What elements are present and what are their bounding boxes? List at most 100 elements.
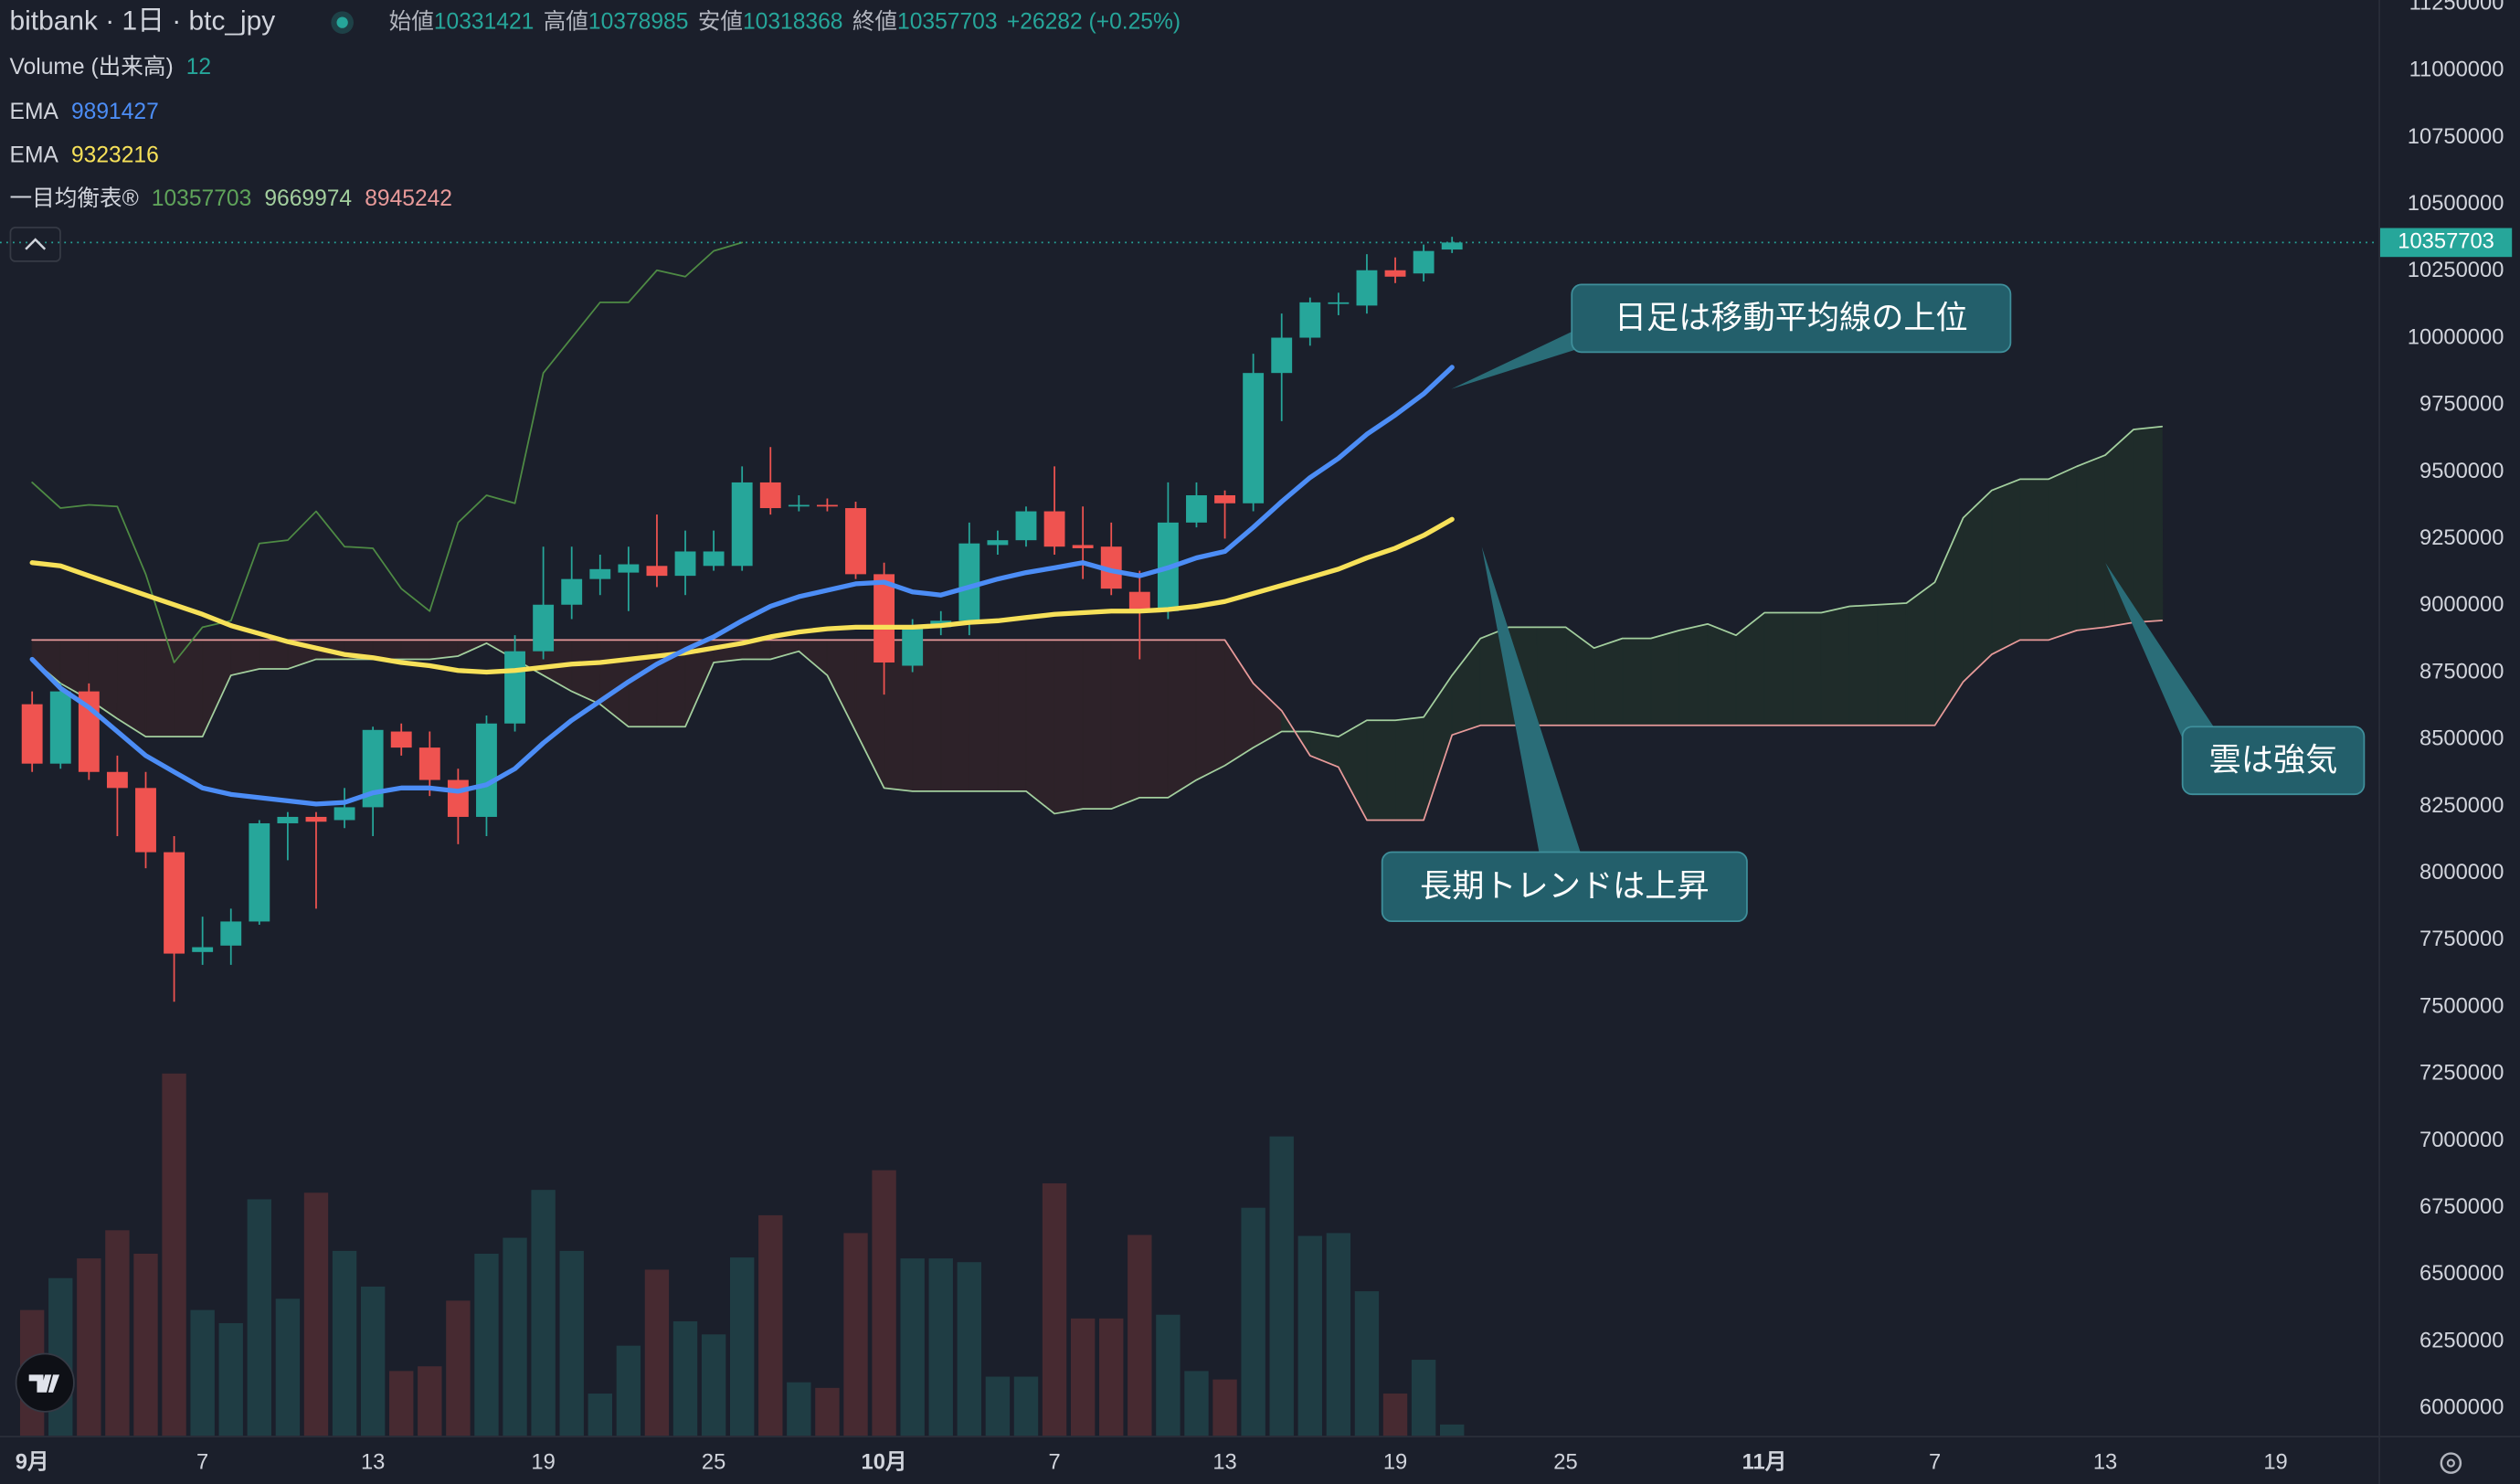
- candle-body: [1356, 270, 1378, 306]
- volume-bar: [1013, 1376, 1039, 1436]
- volume-bar: [1212, 1379, 1237, 1436]
- ohlc-legend: 始値10331421 高値10378985 安値10318368 終値10357…: [389, 8, 1181, 34]
- cloud-fill: [2019, 478, 2049, 641]
- volume-bar: [1354, 1291, 1380, 1436]
- x-tick-label: 19: [1383, 1450, 1407, 1474]
- volume-bar: [1128, 1235, 1152, 1436]
- cloud-fill: [2104, 428, 2135, 628]
- candle-body: [731, 482, 753, 567]
- collapse-icon: [25, 238, 47, 250]
- legend-name: Volume (出来高): [10, 53, 174, 79]
- candle-body: [106, 771, 128, 789]
- volume-bar: [446, 1300, 471, 1436]
- cloud-fill: [1963, 489, 1993, 684]
- volume-bar: [787, 1382, 811, 1436]
- volume-bar: [1411, 1360, 1436, 1436]
- cloud-fill: [997, 639, 1028, 792]
- ohlc-label: 終値: [852, 8, 897, 34]
- volume-bar: [672, 1320, 698, 1436]
- volume-bar: [360, 1286, 386, 1436]
- legend-value: 10357703: [152, 186, 251, 211]
- legend-name: EMA: [10, 143, 59, 167]
- volume-bar: [928, 1258, 953, 1436]
- legend-row: 一目均衡表® 10357703 9669974 8945242: [10, 186, 452, 211]
- legend-value: 9323216: [71, 143, 159, 167]
- x-tick-label: 7: [1929, 1450, 1941, 1474]
- lagging-line: [31, 241, 744, 663]
- y-tick-label: 6000000: [2419, 1396, 2504, 1420]
- volume-bar: [503, 1237, 527, 1436]
- candle-body: [958, 543, 980, 621]
- y-tick-label: 10500000: [2408, 192, 2504, 216]
- cloud-fill: [2133, 426, 2164, 623]
- ohlc-label: 安値: [698, 8, 743, 34]
- ohlc-label: 高値: [544, 8, 588, 34]
- cloud-fill: [1110, 639, 1141, 810]
- ema-line: [29, 365, 1455, 807]
- x-tick-label: 13: [361, 1450, 385, 1474]
- candle-body: [1043, 511, 1065, 547]
- y-tick-label: 9000000: [2419, 593, 2504, 617]
- volume-bar: [758, 1214, 783, 1436]
- cloud-fill: [1820, 605, 1851, 726]
- x-tick-label: 19: [2263, 1450, 2287, 1474]
- candle-body: [1243, 373, 1265, 504]
- y-tick-label: 7500000: [2419, 994, 2504, 1018]
- volume-bar: [843, 1233, 868, 1436]
- volume-bar: [985, 1376, 1011, 1436]
- volume-bar: [105, 1230, 130, 1436]
- volume-bar: [1269, 1136, 1294, 1436]
- x-tick-label: 7: [1048, 1450, 1060, 1474]
- volume-bar: [1099, 1318, 1124, 1436]
- candle-body: [674, 551, 696, 577]
- cloud-fill: [1792, 612, 1823, 726]
- candle-body: [1299, 302, 1321, 338]
- ohlc-value: 10318368: [743, 9, 842, 34]
- candle-body: [476, 723, 497, 817]
- candle-body: [277, 816, 299, 823]
- collapse-button[interactable]: [9, 227, 61, 262]
- change: +26282 (+0.25%): [1007, 9, 1181, 34]
- candle-body: [1384, 270, 1406, 277]
- candle-body: [703, 551, 725, 567]
- candle-body: [334, 807, 355, 821]
- cloud-fill: [1594, 637, 1624, 726]
- volume-bar: [218, 1322, 243, 1436]
- cloud-fill: [1195, 639, 1226, 781]
- candle-body: [220, 921, 242, 946]
- candle-body: [447, 779, 469, 817]
- price-badge: [2379, 228, 2513, 258]
- legend-value: 12: [186, 54, 211, 79]
- candle-body: [49, 691, 71, 764]
- callout-pointer: [1451, 326, 1583, 389]
- legend-row: EMA 9323216: [10, 143, 159, 167]
- y-tick-label: 7750000: [2419, 928, 2504, 951]
- settings-button[interactable]: [2440, 1452, 2462, 1474]
- candle-body: [418, 747, 440, 780]
- volume-bar: [332, 1250, 357, 1436]
- y-tick-label: 10250000: [2408, 259, 2504, 282]
- x-tick-label: 11月: [1742, 1450, 1787, 1474]
- volume-bar: [729, 1257, 755, 1436]
- volume-bar: [1241, 1207, 1265, 1436]
- status-dot: [336, 16, 348, 28]
- y-tick-label: 7250000: [2419, 1062, 2504, 1086]
- cloud-fill: [1678, 623, 1709, 726]
- volume-bar: [1297, 1235, 1322, 1436]
- legend-name: 一目均衡表®: [10, 186, 139, 211]
- candle-body: [561, 578, 583, 605]
- cloud-fill: [1536, 626, 1567, 726]
- volume-bar: [815, 1387, 840, 1436]
- legend-value: 8945242: [365, 186, 452, 211]
- y-tick-label: 10750000: [2408, 125, 2504, 149]
- volume-bar: [531, 1190, 556, 1436]
- callout-text: 長期トレンドは上昇: [1420, 868, 1710, 904]
- callout-box: [1381, 851, 1748, 923]
- y-tick-label: 8750000: [2419, 660, 2504, 684]
- candle-body: [1015, 511, 1037, 541]
- callout-text: 日足は移動平均線の上位: [1615, 300, 1968, 335]
- volume-bar: [1042, 1182, 1067, 1436]
- volume-bar: [957, 1262, 982, 1436]
- candle-body: [192, 947, 214, 952]
